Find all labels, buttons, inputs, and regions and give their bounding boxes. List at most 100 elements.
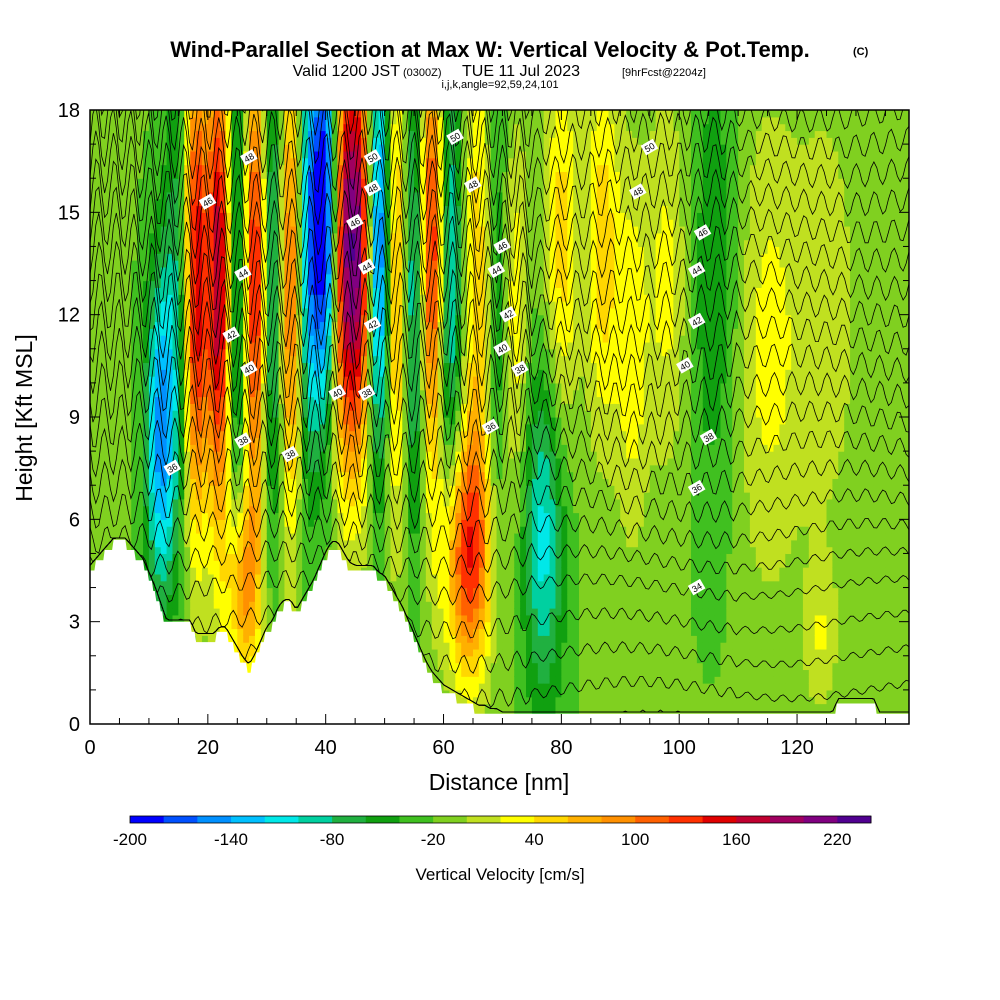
velocity-cell xyxy=(343,116,350,125)
velocity-cell xyxy=(331,410,339,418)
velocity-cell xyxy=(378,328,386,336)
velocity-cell xyxy=(119,478,126,486)
velocity-cell xyxy=(90,553,97,561)
velocity-cell xyxy=(331,471,339,479)
velocity-cell xyxy=(266,580,274,589)
velocity-cell xyxy=(107,341,115,350)
velocity-cell xyxy=(196,362,203,370)
velocity-cell xyxy=(160,464,168,473)
velocity-cell xyxy=(237,294,244,302)
velocity-cell xyxy=(266,587,274,595)
velocity-cell xyxy=(237,355,244,364)
velocity-cell xyxy=(143,260,150,268)
velocity-cell xyxy=(107,444,115,452)
velocity-cell xyxy=(296,478,303,486)
velocity-cell xyxy=(272,498,280,507)
velocity-cell xyxy=(148,546,156,555)
velocity-cell xyxy=(137,123,144,132)
velocity-cell xyxy=(207,301,215,309)
velocity-cell xyxy=(278,307,286,316)
velocity-cell xyxy=(178,532,185,541)
velocity-cell xyxy=(213,185,221,193)
velocity-cell xyxy=(178,198,185,207)
velocity-cell xyxy=(172,396,179,404)
velocity-cell xyxy=(190,608,197,616)
velocity-cell xyxy=(337,532,344,541)
velocity-cell xyxy=(243,376,250,384)
velocity-cell xyxy=(113,137,121,145)
velocity-cell xyxy=(148,430,156,439)
velocity-cell xyxy=(396,328,403,336)
velocity-cell xyxy=(201,492,209,500)
velocity-cell xyxy=(184,376,191,384)
velocity-cell xyxy=(284,382,291,391)
velocity-cell xyxy=(190,382,197,391)
velocity-cell xyxy=(278,144,286,152)
velocity-cell xyxy=(166,280,174,288)
velocity-cell xyxy=(366,526,374,534)
velocity-cell xyxy=(125,403,132,411)
velocity-cell xyxy=(125,328,132,336)
velocity-cell xyxy=(331,150,339,159)
velocity-cell xyxy=(408,396,415,404)
velocity-cell xyxy=(378,553,386,561)
velocity-cell xyxy=(213,608,221,616)
velocity-cell xyxy=(319,492,327,500)
velocity-cell xyxy=(101,457,109,466)
velocity-cell xyxy=(325,505,333,514)
velocity-cell xyxy=(384,191,392,200)
velocity-cell xyxy=(349,546,356,555)
velocity-cell xyxy=(160,328,168,336)
velocity-cell xyxy=(313,225,321,234)
velocity-cell xyxy=(390,396,397,404)
velocity-cell xyxy=(366,444,374,452)
velocity-cell xyxy=(308,116,315,125)
velocity-cell xyxy=(207,335,215,343)
velocity-cell xyxy=(355,341,362,350)
velocity-cell xyxy=(243,396,250,404)
velocity-cell xyxy=(325,451,333,459)
velocity-cell xyxy=(101,389,109,398)
velocity-cell xyxy=(349,362,356,370)
velocity-cell xyxy=(366,362,374,370)
velocity-cell xyxy=(237,280,244,288)
velocity-cell xyxy=(266,348,274,357)
velocity-cell xyxy=(396,423,403,432)
velocity-cell xyxy=(190,519,197,527)
velocity-cell xyxy=(201,260,209,268)
velocity-cell xyxy=(396,171,403,179)
velocity-cell xyxy=(154,232,162,241)
velocity-cell xyxy=(319,471,327,479)
velocity-cell xyxy=(207,123,215,132)
velocity-cell xyxy=(196,437,203,445)
velocity-cell xyxy=(119,451,126,459)
velocity-cell xyxy=(372,376,380,384)
velocity-cell xyxy=(372,348,380,357)
velocity-cell xyxy=(284,219,291,227)
velocity-cell xyxy=(396,539,403,548)
velocity-cell xyxy=(101,123,109,132)
velocity-cell xyxy=(343,539,350,548)
velocity-cell xyxy=(343,212,350,220)
velocity-cell xyxy=(160,423,168,432)
velocity-cell xyxy=(384,567,392,575)
velocity-cell xyxy=(337,314,344,323)
velocity-cell xyxy=(302,321,309,329)
velocity-cell xyxy=(90,294,97,302)
velocity-cell xyxy=(249,546,256,555)
velocity-cell xyxy=(249,451,256,459)
velocity-cell xyxy=(372,546,380,555)
velocity-cell xyxy=(378,471,386,479)
velocity-cell xyxy=(378,266,386,275)
velocity-cell xyxy=(249,198,256,207)
velocity-cell xyxy=(284,212,291,220)
velocity-cell xyxy=(361,239,368,248)
velocity-cell xyxy=(249,314,256,323)
velocity-cell xyxy=(355,164,362,172)
velocity-cell xyxy=(296,580,303,589)
velocity-cell xyxy=(296,471,303,479)
velocity-cell xyxy=(272,560,280,568)
velocity-cell xyxy=(337,225,344,234)
velocity-cell xyxy=(296,137,303,145)
velocity-cell xyxy=(361,560,368,568)
